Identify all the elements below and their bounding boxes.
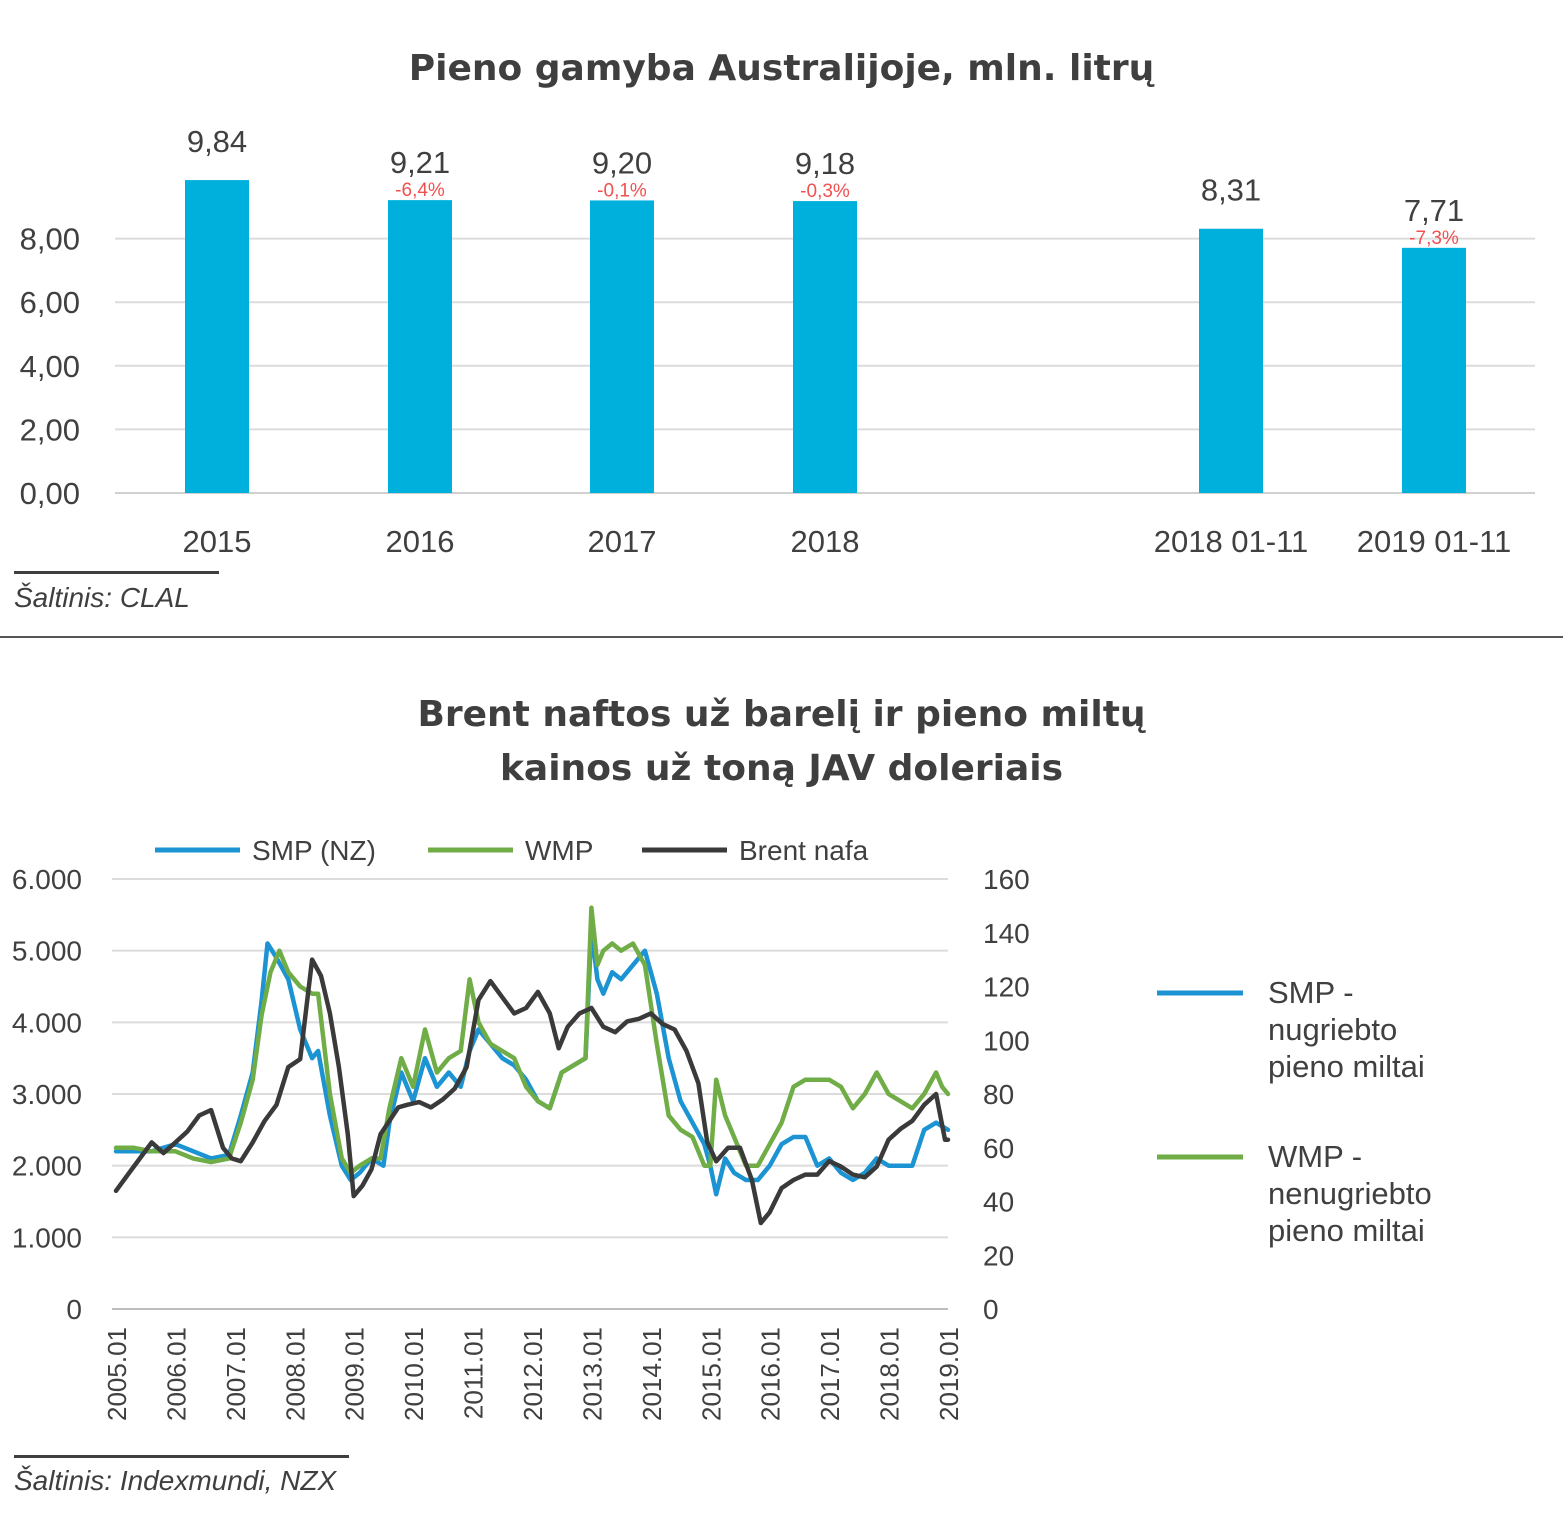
y-right-tick-label: 0: [983, 1294, 999, 1325]
y-right-tick-label: 80: [983, 1079, 1014, 1110]
value-label: 7,71: [1404, 193, 1464, 228]
legend-label: Brent nafa: [739, 835, 869, 866]
legend-label: WMP: [525, 835, 593, 866]
y-right-tick-label: 140: [983, 918, 1030, 949]
y-left-tick-label: 4.000: [12, 1007, 82, 1038]
y-right-tick-label: 100: [983, 1025, 1030, 1056]
x-tick-label: 2012.01: [518, 1327, 548, 1421]
x-tick-label: 2019 01-11: [1357, 524, 1512, 559]
legend-label: SMP (NZ): [252, 835, 376, 866]
y-tick-label: 4,00: [20, 349, 80, 384]
y-right-tick-label: 60: [983, 1133, 1014, 1164]
bar: [388, 200, 452, 493]
source-rule-1: [14, 571, 219, 574]
y-left-tick-label: 2.000: [12, 1151, 82, 1182]
source-note-1: Šaltinis: CLAL: [14, 582, 190, 613]
x-tick-label: 2008.01: [280, 1327, 310, 1421]
bar: [1199, 228, 1263, 493]
value-label: 9,18: [795, 146, 855, 181]
side-legend-label: pieno miltai: [1268, 1213, 1425, 1248]
x-tick-label: 2013.01: [577, 1327, 607, 1421]
x-tick-label: 2017: [588, 524, 657, 559]
y-left-tick-label: 5.000: [12, 936, 82, 967]
value-label: 9,20: [592, 145, 652, 180]
bar-chart: 0,00 2,00 4,00 6,00 8,00 9,84 2015 9,21-6,4% 201…: [20, 124, 1535, 559]
chart1-title: Pieno gamyba Australijoje, mln. litrų: [408, 48, 1155, 89]
bar: [590, 200, 654, 493]
y-left-tick-label: 1.000: [12, 1222, 82, 1253]
x-tick-label: 2019.01: [934, 1327, 964, 1421]
x-tick-label: 2011.01: [459, 1327, 489, 1419]
change-label: -6,4%: [395, 180, 445, 201]
x-tick-label: 2010.01: [399, 1327, 429, 1421]
series-line: [113, 926, 951, 1197]
side-legend-label: nenugriebto: [1268, 1176, 1432, 1211]
x-tick-label: 2015: [183, 524, 252, 559]
x-tick-label: 2017.01: [815, 1327, 845, 1421]
series-line: [113, 957, 951, 1226]
value-label: 9,84: [187, 124, 247, 159]
chart2-title-line2: kainos už toną JAV doleriais: [499, 748, 1064, 789]
y-right-tick-label: 20: [983, 1240, 1014, 1271]
y-left-tick-label: 0: [66, 1294, 82, 1325]
x-tick-label: 2014.01: [637, 1327, 667, 1421]
section-divider: [0, 636, 1563, 638]
bar: [1402, 247, 1466, 493]
source-rule-2: [14, 1455, 349, 1458]
side-legend-label: nugriebto: [1268, 1012, 1397, 1047]
value-label: 9,21: [390, 145, 450, 180]
y-left-tick-label: 6.000: [12, 864, 82, 895]
change-label: -0,1%: [597, 180, 647, 201]
y-left-tick-label: 3.000: [12, 1079, 82, 1110]
x-tick-label: 2016: [386, 524, 455, 559]
x-tick-label: 2006.01: [161, 1327, 191, 1421]
x-tick-label: 2016.01: [756, 1327, 786, 1421]
y-right-tick-label: 120: [983, 972, 1030, 1003]
side-legend-label: WMP -: [1268, 1139, 1362, 1174]
x-tick-label: 2007.01: [221, 1327, 251, 1421]
change-label: -0,3%: [800, 181, 850, 202]
side-legend-label: SMP -: [1268, 975, 1354, 1010]
chart2-title-line1: Brent naftos už barelį ir pieno miltų: [417, 694, 1146, 735]
x-tick-label: 2018.01: [875, 1327, 905, 1421]
change-label: -7,3%: [1409, 228, 1459, 249]
y-right-tick-label: 160: [983, 864, 1030, 895]
x-tick-label: 2005.01: [102, 1327, 132, 1421]
bar: [793, 201, 857, 494]
source-note-2: Šaltinis: Indexmundi, NZX: [14, 1465, 337, 1496]
y-right-tick-label: 40: [983, 1187, 1014, 1218]
x-tick-label: 2018: [791, 524, 860, 559]
value-label: 8,31: [1201, 173, 1261, 208]
bar: [185, 180, 249, 493]
y-tick-label: 0,00: [20, 476, 80, 511]
x-tick-label: 2018 01-11: [1154, 524, 1309, 559]
x-tick-label: 2015.01: [696, 1327, 726, 1421]
side-legend-label: pieno miltai: [1268, 1049, 1425, 1084]
y-tick-label: 2,00: [20, 412, 80, 447]
y-tick-label: 8,00: [20, 222, 80, 257]
series-line: [113, 905, 951, 1176]
y-tick-label: 6,00: [20, 285, 80, 320]
x-tick-label: 2009.01: [340, 1327, 370, 1421]
